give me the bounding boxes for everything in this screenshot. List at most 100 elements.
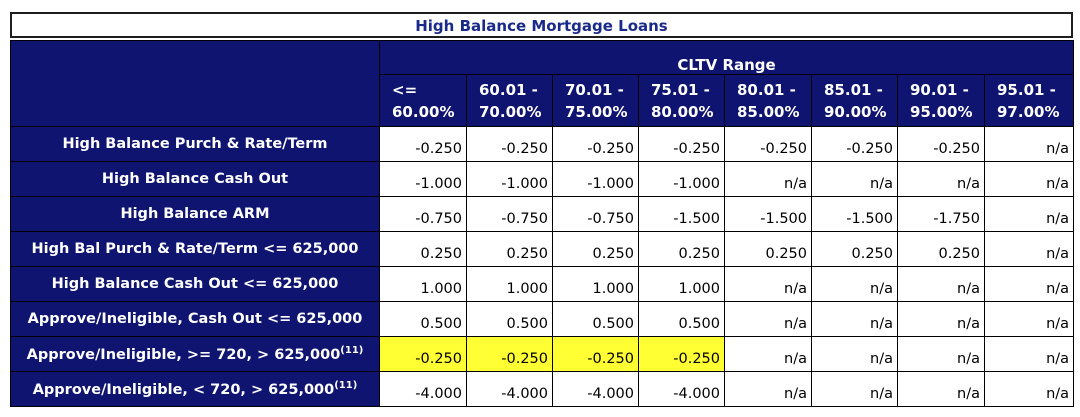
column-header-line1: 90.01 - — [910, 80, 969, 99]
value-cell: -0.250 — [552, 336, 639, 372]
table-row: High Balance Cash Out <= 625,000 1.000 1.0… — [10, 266, 1075, 302]
table-title: High Balance Mortgage Loans — [10, 12, 1073, 38]
value-cell: n/a — [897, 301, 985, 337]
value-cell: 0.250 — [466, 231, 553, 267]
value-cell: -0.250 — [897, 126, 985, 162]
column-header: <= 60.00% — [379, 74, 467, 127]
value-cell: -0.750 — [379, 196, 467, 232]
value-cell: 1.000 — [552, 266, 639, 302]
table-body: High Balance Purch & Rate/Term -0.250 -0.2… — [10, 126, 1075, 407]
row-label-text: High Balance ARM — [120, 206, 270, 222]
column-header: 75.01 - 80.00% — [638, 74, 725, 127]
value-cell: n/a — [983, 336, 1075, 372]
column-header: 85.01 - 90.00% — [811, 74, 898, 127]
value-cell: -4.000 — [379, 371, 467, 407]
value-cell: n/a — [811, 371, 898, 407]
column-header-line2: 97.00% — [997, 102, 1060, 121]
column-header-line2: 85.00% — [737, 102, 800, 121]
row-label: High Balance Cash Out <= 625,000 — [10, 266, 380, 302]
value-cell: -1.500 — [811, 196, 898, 232]
column-header: 95.01 - 97.00% — [983, 74, 1075, 127]
value-cell: 0.250 — [811, 231, 898, 267]
value-cell: 1.000 — [379, 266, 467, 302]
value-cell: -4.000 — [552, 371, 639, 407]
cltv-adjustment-table: CLTV Range <= 60.00% 60.01 -70.00% 70.01 -7… — [10, 40, 1075, 407]
value-cell: 1.000 — [638, 266, 725, 302]
value-cell: n/a — [983, 161, 1075, 197]
value-cell: 0.250 — [638, 231, 725, 267]
value-cell: n/a — [897, 336, 985, 372]
value-cell: n/a — [724, 266, 812, 302]
value-cell: n/a — [811, 266, 898, 302]
column-header: 60.01 - 70.00% — [466, 74, 553, 127]
column-header-line2: 70.00% — [479, 102, 542, 121]
footnote-marker: (11) — [340, 345, 364, 357]
row-label: Approve/Ineligible, < 720, > 625,000(11) — [10, 371, 380, 407]
value-cell: n/a — [724, 336, 812, 372]
value-cell: -0.750 — [552, 196, 639, 232]
column-header-line1: 75.01 - — [651, 80, 710, 99]
row-label-text: Approve/Ineligible, < 720, > 625,000 — [32, 381, 335, 398]
value-cell: n/a — [983, 231, 1075, 267]
footnote-marker: (11) — [334, 380, 358, 392]
value-cell: n/a — [811, 336, 898, 372]
value-cell: 0.250 — [724, 231, 812, 267]
header-corner — [10, 40, 380, 127]
column-header-line2: 60.00% — [392, 102, 455, 121]
column-header-line1: 80.01 - — [737, 80, 796, 99]
value-cell: -0.250 — [638, 126, 725, 162]
value-cell: n/a — [897, 161, 985, 197]
column-header-line2: 90.00% — [824, 102, 887, 121]
column-header-line1: <= — [392, 80, 418, 99]
table-row: Approve/Ineligible, >= 720, > 625,000(11… — [10, 336, 1075, 372]
column-header-line2: 95.00% — [910, 102, 973, 121]
column-header-line1: 85.01 - — [824, 80, 883, 99]
value-cell: -0.250 — [466, 336, 553, 372]
table-row: Approve/Ineligible, Cash Out <= 625,000 0… — [10, 301, 1075, 337]
table-row: High Bal Purch & Rate/Term <= 625,000 0.2… — [10, 231, 1075, 267]
value-cell: n/a — [983, 266, 1075, 302]
value-cell: -0.250 — [724, 126, 812, 162]
value-cell: n/a — [724, 371, 812, 407]
column-header-line1: 70.01 - — [565, 80, 624, 99]
row-label-text: High Balance Purch & Rate/Term — [62, 136, 328, 152]
table-row: High Balance Purch & Rate/Term -0.250 -0.2… — [10, 126, 1075, 162]
value-cell: -1.500 — [724, 196, 812, 232]
value-cell: -1.000 — [379, 161, 467, 197]
column-header: 70.01 - 75.00% — [552, 74, 639, 127]
column-header: 90.01 - 95.00% — [897, 74, 985, 127]
value-cell: 0.500 — [638, 301, 725, 337]
value-cell: 0.500 — [552, 301, 639, 337]
row-label: High Bal Purch & Rate/Term <= 625,000 — [10, 231, 380, 267]
row-label-text: Approve/Ineligible, >= 720, > 625,000 — [26, 346, 341, 363]
value-cell: n/a — [724, 161, 812, 197]
value-cell: -1.500 — [638, 196, 725, 232]
value-cell: n/a — [811, 301, 898, 337]
table-row: High Balance ARM -0.750 -0.750 -0.750 -1.500… — [10, 196, 1075, 232]
value-cell: n/a — [983, 196, 1075, 232]
row-label-text: High Balance Cash Out — [101, 171, 289, 187]
cltv-range-header: CLTV Range — [378, 40, 1075, 75]
value-cell: -0.250 — [379, 126, 467, 162]
table-row: High Balance Cash Out -1.000 -1.000 -1.000-… — [10, 161, 1075, 197]
value-cell: n/a — [983, 126, 1075, 162]
row-label: Approve/Ineligible, Cash Out <= 625,000 — [10, 301, 380, 337]
value-cell: -4.000 — [638, 371, 725, 407]
value-cell: -0.250 — [638, 336, 725, 372]
value-cell: 0.250 — [897, 231, 985, 267]
value-cell: -1.000 — [466, 161, 553, 197]
column-header: 80.01 - 85.00% — [724, 74, 812, 127]
value-cell: -0.250 — [811, 126, 898, 162]
row-label: High Balance Purch & Rate/Term — [10, 126, 380, 162]
value-cell: n/a — [983, 301, 1075, 337]
value-cell: 0.500 — [466, 301, 553, 337]
value-cell: n/a — [897, 371, 985, 407]
value-cell: -0.750 — [466, 196, 553, 232]
value-cell: 0.250 — [552, 231, 639, 267]
value-cell: -0.250 — [466, 126, 553, 162]
value-cell: -1.750 — [897, 196, 985, 232]
column-header-line1: 60.01 - — [479, 80, 538, 99]
value-cell: n/a — [811, 161, 898, 197]
row-label: High Balance Cash Out — [10, 161, 380, 197]
column-header-line2: 80.00% — [651, 102, 714, 121]
